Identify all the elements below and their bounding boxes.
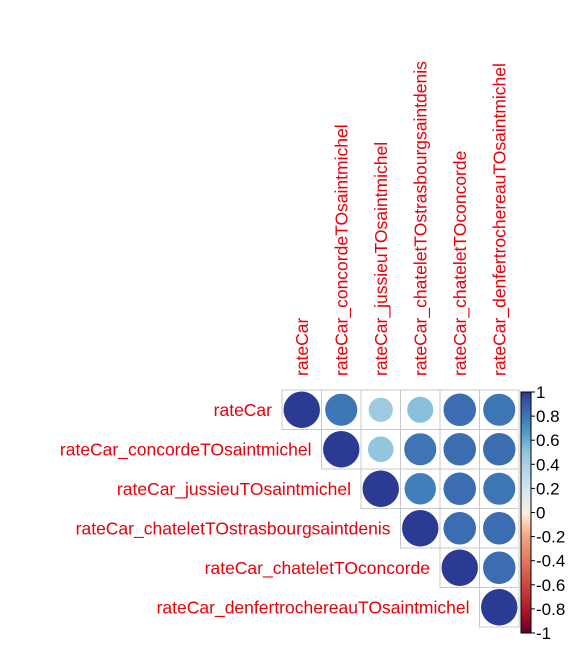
correlation-circle (442, 471, 477, 506)
row-labels: rateCar rateCar_concordeTOsaintmichelrate… (60, 400, 470, 619)
correlation-circle (406, 396, 434, 424)
correlation-circle (482, 550, 517, 585)
colorbar (520, 391, 532, 634)
correlation-circle (403, 432, 437, 466)
colorbar-gradient (521, 392, 531, 633)
circle-layer (282, 390, 519, 627)
colorbar-tick-label: -0.8 (536, 600, 565, 619)
row-label: rateCar_jussieuTOsaintmichel (117, 479, 351, 500)
colorbar-tick-label: -0.6 (536, 576, 565, 595)
grid-cell (479, 587, 520, 628)
correlation-circle (324, 393, 358, 427)
column-labels: rateCar rateCar_concordeTOsaintmichel rate… (292, 61, 511, 376)
correlation-circle (442, 511, 477, 546)
column-label: rateCar_denfertrochereauTOsaintmichel (489, 63, 510, 376)
correlation-circle (282, 390, 321, 429)
correlation-circle (442, 392, 477, 427)
correlation-circle (322, 430, 361, 469)
column-label: rateCar_chateletTOstrasbourgsaintdenis (410, 61, 431, 376)
correlation-circle (361, 469, 400, 508)
row-label: rateCar_chateletTOstrasbourgsaintdenis (76, 518, 391, 539)
correlation-circle (480, 588, 519, 627)
colorbar-tick-label: 0 (536, 504, 545, 523)
colorbar-tick-label: -0.4 (536, 552, 565, 571)
correlation-circle (403, 472, 437, 506)
correlation-circle (482, 472, 516, 506)
correlation-circle (482, 511, 517, 546)
colorbar-tick-label: 0.4 (536, 455, 560, 474)
colorbar-ticks: 1 0.8 0.6 0.4 0.2 0 -0.2 -0.4 -0.6 -0.8 -1 (531, 383, 565, 643)
row-label: rateCar_concordeTOsaintmichel (60, 439, 312, 460)
correlation-circle (482, 393, 516, 427)
row-label: rateCar_chateletTOconcorde (205, 558, 430, 579)
column-label: rateCar_chateletTOconcorde (450, 151, 471, 376)
colorbar-tick-label: 0.8 (536, 407, 560, 426)
colorbar-tick-label: -1 (536, 624, 551, 643)
correlation-circle (367, 435, 395, 463)
correlation-circle (482, 432, 517, 467)
grid-layer (281, 389, 520, 628)
colorbar-tick-label: 0.6 (536, 431, 560, 450)
colorbar-tick-label: 0.2 (536, 479, 560, 498)
colorbar-tick-label: -0.2 (536, 528, 565, 547)
colorbar-tick-label: 1 (536, 383, 545, 402)
column-label: rateCar (292, 317, 312, 376)
correlation-circle (401, 509, 440, 548)
row-label: rateCar_denfertrochereauTOsaintmichel (157, 597, 470, 618)
correlation-circle (442, 432, 477, 467)
column-label: rateCar_concordeTOsaintmichel (331, 124, 352, 376)
row-label: rateCar (214, 400, 273, 420)
correlation-circle (440, 548, 479, 587)
correlation-circle (368, 397, 394, 423)
column-label: rateCar_jussieuTOsaintmichel (371, 142, 392, 376)
